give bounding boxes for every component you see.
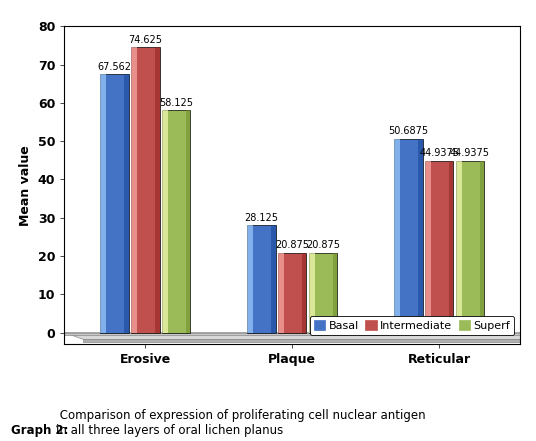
Bar <box>162 110 190 333</box>
Y-axis label: Mean value: Mean value <box>19 145 32 226</box>
Bar <box>333 253 337 333</box>
Bar <box>131 47 160 333</box>
Bar <box>271 225 276 333</box>
Text: 58.125: 58.125 <box>159 98 193 108</box>
Text: 50.6875: 50.6875 <box>388 126 428 136</box>
Bar <box>456 161 462 333</box>
Bar <box>309 253 315 333</box>
Legend: Basal, Intermediate, Superf: Basal, Intermediate, Superf <box>310 316 515 335</box>
Text: 44.9375: 44.9375 <box>419 148 459 158</box>
Bar <box>425 161 453 333</box>
Bar <box>449 161 453 333</box>
Text: 20.875: 20.875 <box>306 240 340 250</box>
Bar <box>131 47 137 333</box>
Bar <box>124 74 129 333</box>
Text: Comparison of expression of proliferating cell nuclear antigen
in all three laye: Comparison of expression of proliferatin… <box>56 409 426 437</box>
Polygon shape <box>84 340 536 342</box>
Bar <box>247 225 253 333</box>
Bar <box>278 253 307 333</box>
Bar <box>456 161 485 333</box>
Text: Graph 2:: Graph 2: <box>11 424 68 437</box>
Bar <box>155 47 160 333</box>
Bar <box>100 74 106 333</box>
Bar <box>480 161 485 333</box>
Bar <box>278 253 284 333</box>
Bar <box>186 110 190 333</box>
Polygon shape <box>64 333 536 340</box>
Text: 74.625: 74.625 <box>128 35 162 45</box>
Bar <box>162 110 168 333</box>
Bar <box>394 138 400 333</box>
Bar <box>302 253 307 333</box>
Text: 20.875: 20.875 <box>275 240 309 250</box>
Bar <box>394 138 422 333</box>
Text: 44.9375: 44.9375 <box>450 148 490 158</box>
Bar <box>247 225 276 333</box>
Text: 67.562: 67.562 <box>98 62 131 72</box>
Bar <box>418 138 422 333</box>
Bar <box>100 74 129 333</box>
Polygon shape <box>64 333 520 335</box>
Text: 28.125: 28.125 <box>244 213 278 223</box>
Bar <box>425 161 431 333</box>
Bar <box>309 253 337 333</box>
